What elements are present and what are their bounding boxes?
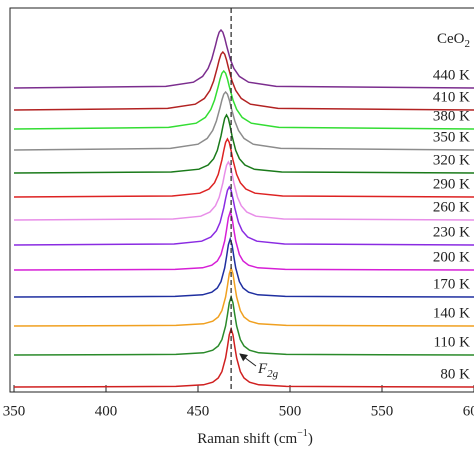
spectrum-line [13, 160, 474, 221]
series-label: 140 K [433, 305, 470, 321]
spectrum-line [13, 185, 474, 246]
plot-frame [9, 7, 474, 393]
x-tick-label: 350 [3, 403, 26, 419]
series-label: 230 K [433, 224, 470, 240]
spectrum-line [13, 50, 474, 111]
series-label: 290 K [433, 176, 470, 192]
x-tick-label: 400 [95, 403, 118, 419]
x-tick-label: 500 [279, 403, 302, 419]
spectrum-line [13, 137, 474, 198]
series-label: 110 K [433, 334, 470, 350]
spectrum-line [13, 113, 474, 174]
x-tick-label: 600 [463, 403, 474, 419]
x-axis-label: Raman shift (cm−1) [197, 428, 313, 447]
peak-arrow [239, 353, 257, 367]
series-label: 80 K [440, 366, 470, 382]
spectrum-line [13, 28, 474, 89]
series-label: 170 K [433, 276, 470, 292]
series-label: 260 K [433, 199, 470, 215]
sample-label: CeO2 [437, 31, 470, 49]
series-label: 440 K [433, 67, 470, 83]
spectrum-line [13, 90, 474, 151]
series-label: 380 K [433, 108, 470, 124]
series-label: 320 K [433, 152, 470, 168]
spectrum-line [13, 236, 474, 298]
series-label: 410 K [433, 89, 470, 105]
series-label: 200 K [433, 249, 470, 265]
spectrum-line [13, 209, 474, 271]
series-label: 350 K [433, 129, 470, 145]
peak-label: F2g [257, 361, 279, 379]
x-tick-label: 550 [371, 403, 394, 419]
spectrum-line [13, 69, 474, 130]
x-tick-label: 450 [187, 403, 210, 419]
spectrum-line [13, 326, 474, 388]
